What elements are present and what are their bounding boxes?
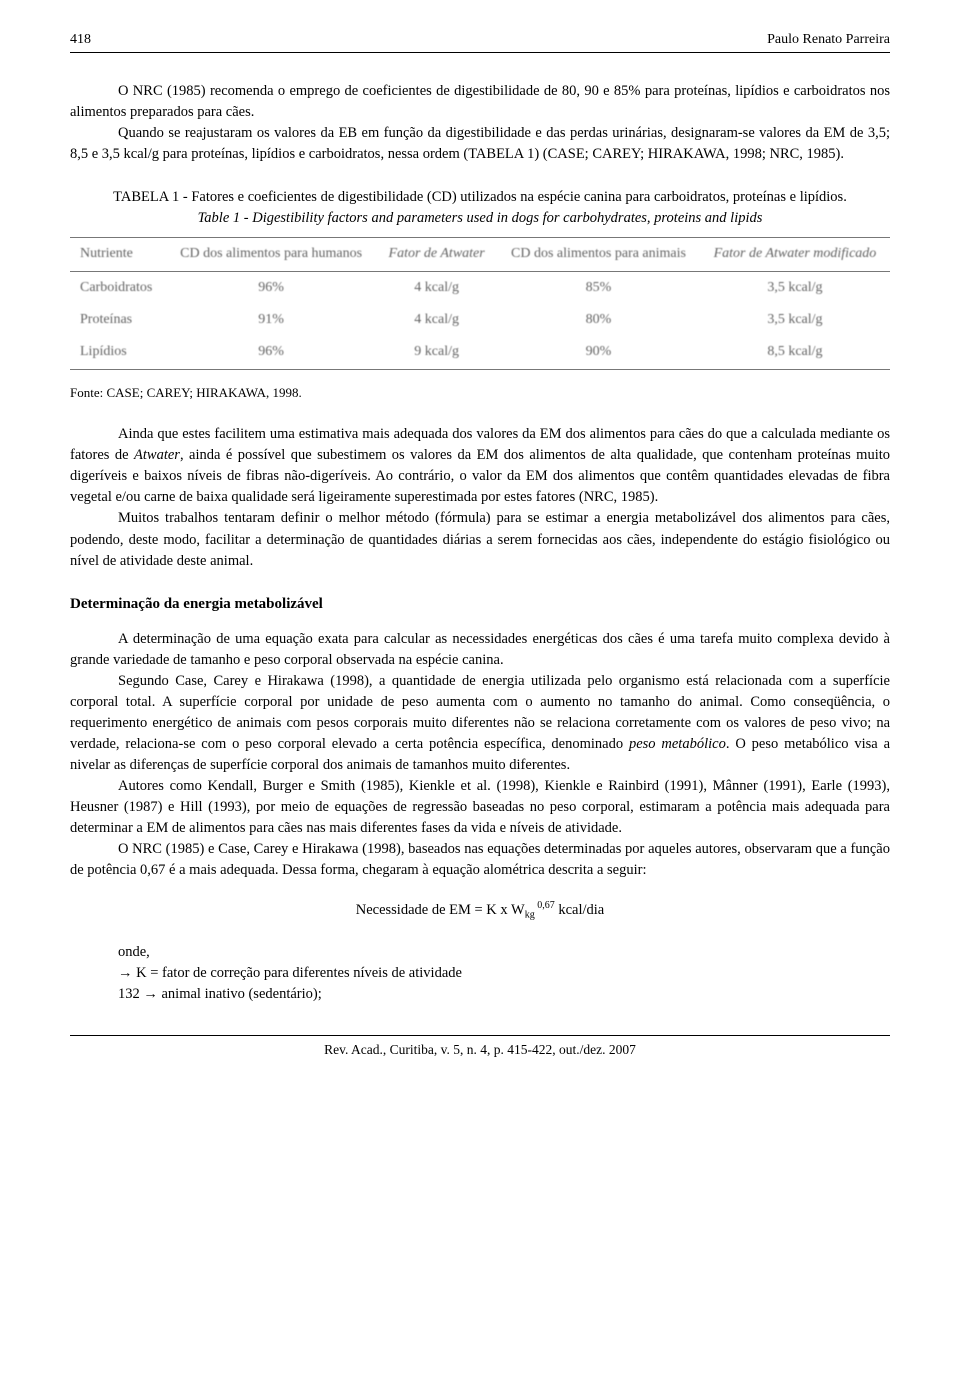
where-label: onde, — [118, 942, 890, 963]
table-header-cell: Fator de Atwater modificado — [700, 238, 890, 271]
paragraph-7: Autores como Kendall, Burger e Smith (19… — [70, 776, 890, 839]
table-cell: 91% — [166, 304, 376, 336]
table-header-row: Nutriente CD dos alimentos para humanos … — [70, 238, 890, 271]
where-block: onde, → K = fator de correção para difer… — [118, 942, 890, 1005]
table-cell: 4 kcal/g — [376, 304, 497, 336]
digestibility-table: Nutriente CD dos alimentos para humanos … — [70, 237, 890, 369]
table-cell: 96% — [166, 271, 376, 304]
paragraph-4: Muitos trabalhos tentaram definir o melh… — [70, 508, 890, 571]
section-heading: Determinação da energia metabolizável — [70, 594, 890, 616]
page-header: 418 Paulo Renato Parreira — [70, 30, 890, 53]
table-cell: 3,5 kcal/g — [700, 271, 890, 304]
table-header-cell: CD dos alimentos para humanos — [166, 238, 376, 271]
table-cell: 9 kcal/g — [376, 336, 497, 369]
table-row: Proteínas 91% 4 kcal/g 80% 3,5 kcal/g — [70, 304, 890, 336]
table-cell: Carboidratos — [70, 271, 166, 304]
table-header-cell: CD dos alimentos para animais — [497, 238, 700, 271]
table-cell: 4 kcal/g — [376, 271, 497, 304]
table-cell: 8,5 kcal/g — [700, 336, 890, 369]
header-author: Paulo Renato Parreira — [767, 30, 890, 50]
table-header-cell: Nutriente — [70, 238, 166, 271]
table-row: Carboidratos 96% 4 kcal/g 85% 3,5 kcal/g — [70, 271, 890, 304]
formula: Necessidade de EM = K x Wkg 0,67 kcal/di… — [70, 899, 890, 923]
table-row: Lipídios 96% 9 kcal/g 90% 8,5 kcal/g — [70, 336, 890, 369]
table-cell: Lipídios — [70, 336, 166, 369]
footer-text: Rev. Acad., Curitiba, v. 5, n. 4, p. 415… — [324, 1042, 636, 1057]
paragraph-6: Segundo Case, Carey e Hirakawa (1998), a… — [70, 671, 890, 776]
table-cell: 96% — [166, 336, 376, 369]
paragraph-3: Ainda que estes facilitem uma estimativa… — [70, 424, 890, 508]
table-cell: 90% — [497, 336, 700, 369]
table-caption: TABELA 1 - Fatores e coeficientes de dig… — [70, 187, 890, 229]
table-source: Fonte: CASE; CAREY; HIRAKAWA, 1998. — [70, 384, 890, 403]
table-caption-line-1: TABELA 1 - Fatores e coeficientes de dig… — [113, 189, 847, 205]
paragraph-8: O NRC (1985) e Case, Carey e Hirakawa (1… — [70, 839, 890, 881]
paragraph-2: Quando se reajustaram os valores da EB e… — [70, 123, 890, 165]
table-cell: 3,5 kcal/g — [700, 304, 890, 336]
where-line-2: 132 → animal inativo (sedentário); — [118, 984, 890, 1005]
page-number: 418 — [70, 30, 91, 50]
table-cell: 80% — [497, 304, 700, 336]
table-cell: 85% — [497, 271, 700, 304]
paragraph-1: O NRC (1985) recomenda o emprego de coef… — [70, 81, 890, 123]
where-line-1: → K = fator de correção para diferentes … — [118, 963, 890, 984]
table-caption-line-2: Table 1 - Digestibility factors and para… — [198, 210, 763, 226]
table-cell: Proteínas — [70, 304, 166, 336]
page-footer: Rev. Acad., Curitiba, v. 5, n. 4, p. 415… — [70, 1035, 890, 1060]
table-header-cell: Fator de Atwater — [376, 238, 497, 271]
paragraph-5: A determinação de uma equação exata para… — [70, 629, 890, 671]
